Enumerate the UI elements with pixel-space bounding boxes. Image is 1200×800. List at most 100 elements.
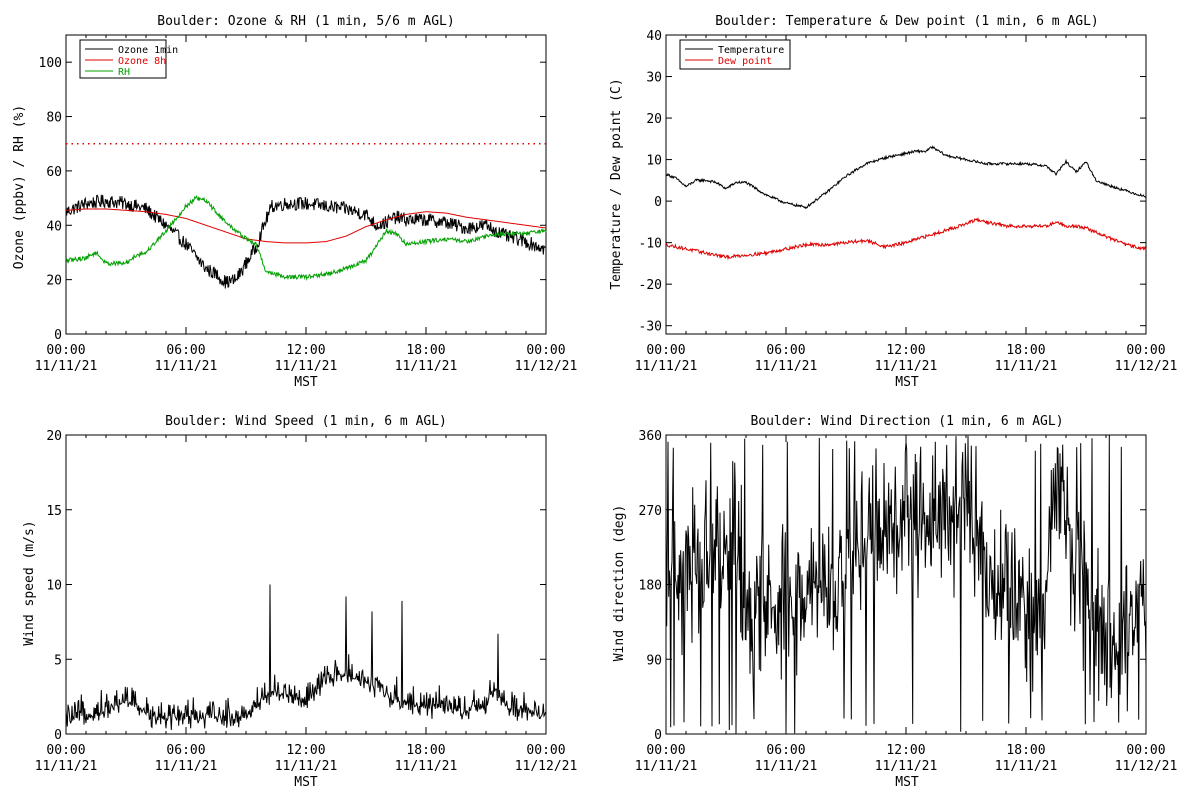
windspeed-y-tick-label: 0 (54, 728, 62, 743)
ozone-x-tick-time: 00:00 (526, 343, 565, 358)
temperature-series-temperature (665, 145, 1147, 210)
ozone-x-tick-date: 11/11/21 (155, 359, 218, 374)
ozone-legend-box (79, 39, 167, 79)
winddir-y-tick-label: 270 (639, 504, 662, 519)
windspeed-plot-area: 0510152000:0011/11/2106:0011/11/2112:001… (35, 429, 578, 774)
windspeed-y-axis-label: Wind speed (m/s) (22, 520, 37, 645)
legend-label-ozone-8h: Ozone 8h (118, 56, 166, 67)
windspeed-x-tick-time: 00:00 (526, 743, 565, 758)
ozone-panel: Boulder: Ozone & RH (1 min, 5/6 m AGL) O… (12, 14, 577, 390)
windspeed-x-tick-date: 11/11/21 (35, 759, 98, 774)
windspeed-y-tick-label: 20 (46, 429, 62, 444)
temperature-y-tick-label: 40 (646, 29, 662, 44)
temperature-legend-box (679, 39, 791, 70)
temperature-y-tick-label: 10 (646, 154, 662, 169)
ozone-y-tick-label: 100 (39, 56, 62, 71)
windspeed-y-tick-label: 15 (46, 504, 62, 519)
winddir-chart-title: Boulder: Wind Direction (1 min, 6 m AGL) (750, 414, 1063, 429)
legend-label-temperature: Temperature (718, 45, 784, 56)
windspeed-y-tick-label: 5 (54, 653, 62, 668)
temperature-y-tick-label: -30 (639, 320, 662, 335)
winddir-x-tick-date: 11/11/21 (755, 759, 818, 774)
temperature-y-tick-label: -20 (639, 278, 662, 293)
windspeed-x-tick-date: 11/11/21 (155, 759, 218, 774)
ozone-y-tick-label: 80 (46, 111, 62, 126)
temperature-y-tick-label: 0 (654, 195, 662, 210)
ozone-y-tick-label: 40 (46, 219, 62, 234)
winddir-panel: Boulder: Wind Direction (1 min, 6 m AGL)… (612, 414, 1177, 790)
temperature-x-tick-date: 11/12/21 (1115, 359, 1178, 374)
temperature-x-tick-date: 11/11/21 (635, 359, 698, 374)
temperature-x-tick-time: 00:00 (1126, 343, 1165, 358)
windspeed-panel: Boulder: Wind Speed (1 min, 6 m AGL) Win… (22, 414, 577, 790)
windspeed-plot-frame (65, 434, 547, 735)
winddir-x-tick-date: 11/12/21 (1115, 759, 1178, 774)
windspeed-x-tick-time: 18:00 (406, 743, 445, 758)
ozone-x-tick-date: 11/11/21 (395, 359, 458, 374)
temperature-legend: Temperature Dew point (679, 39, 791, 70)
windspeed-x-tick-date: 11/11/21 (395, 759, 458, 774)
winddir-x-tick-time: 00:00 (646, 743, 685, 758)
winddir-y-tick-label: 0 (654, 728, 662, 743)
windspeed-x-tick-time: 06:00 (166, 743, 205, 758)
windspeed-x-tick-time: 00:00 (46, 743, 85, 758)
ozone-y-tick-label: 0 (54, 328, 62, 343)
winddir-x-tick-date: 11/11/21 (875, 759, 938, 774)
winddir-y-tick-label: 90 (646, 653, 662, 668)
ozone-x-axis-label: MST (294, 375, 318, 390)
legend-label-ozone-1min: Ozone 1min (118, 45, 178, 56)
ozone-series-rh (65, 195, 547, 281)
ozone-y-axis-label: Ozone (ppbv) / RH (%) (12, 105, 27, 269)
winddir-x-tick-time: 00:00 (1126, 743, 1165, 758)
winddir-x-axis-label: MST (895, 775, 919, 790)
temperature-y-tick-label: 30 (646, 71, 662, 86)
winddir-plot-area: 09018027036000:0011/11/2106:0011/11/2112… (635, 429, 1178, 774)
winddir-x-tick-date: 11/11/21 (635, 759, 698, 774)
temperature-x-tick-date: 11/11/21 (995, 359, 1058, 374)
temperature-x-tick-time: 18:00 (1006, 343, 1045, 358)
winddir-x-tick-date: 11/11/21 (995, 759, 1058, 774)
ozone-y-tick-label: 20 (46, 274, 62, 289)
ozone-x-tick-date: 11/11/21 (35, 359, 98, 374)
temperature-x-tick-time: 00:00 (646, 343, 685, 358)
temperature-x-axis-label: MST (895, 375, 919, 390)
temperature-plot-frame (665, 34, 1147, 335)
windspeed-x-tick-date: 11/12/21 (515, 759, 578, 774)
ozone-x-tick-date: 11/11/21 (275, 359, 338, 374)
winddir-y-tick-label: 360 (639, 429, 662, 444)
temperature-x-tick-time: 12:00 (886, 343, 925, 358)
ozone-chart-title: Boulder: Ozone & RH (1 min, 5/6 m AGL) (157, 14, 454, 29)
temperature-x-tick-date: 11/11/21 (755, 359, 818, 374)
temperature-series-dew-point (666, 216, 1147, 261)
ozone-x-tick-date: 11/12/21 (515, 359, 578, 374)
winddir-y-tick-label: 180 (639, 579, 662, 594)
ozone-plot-area: 02040608010000:0011/11/2106:0011/11/2112… (35, 34, 578, 374)
temperature-y-axis-label: Temperature / Dew point (C) (609, 78, 624, 289)
ozone-x-tick-time: 12:00 (286, 343, 325, 358)
windspeed-x-axis-label: MST (294, 775, 318, 790)
winddir-x-tick-time: 18:00 (1006, 743, 1045, 758)
winddir-x-tick-time: 06:00 (766, 743, 805, 758)
temperature-panel: Boulder: Temperature & Dew point (1 min,… (609, 14, 1177, 390)
windspeed-y-tick-label: 10 (46, 579, 62, 594)
ozone-legend: Ozone 1min Ozone 8h RH (79, 39, 178, 79)
ozone-y-tick-label: 60 (46, 165, 62, 180)
winddir-x-tick-time: 12:00 (886, 743, 925, 758)
ozone-x-tick-time: 18:00 (406, 343, 445, 358)
windspeed-x-tick-time: 12:00 (286, 743, 325, 758)
legend-label-dew-point: Dew point (718, 56, 772, 67)
temperature-y-tick-label: -10 (639, 237, 662, 252)
windspeed-chart-title: Boulder: Wind Speed (1 min, 6 m AGL) (165, 414, 447, 429)
legend-label-rh: RH (118, 67, 130, 78)
winddir-y-axis-label: Wind direction (deg) (612, 505, 627, 662)
winddir-series-wind-direction (665, 435, 1147, 734)
windspeed-series-wind-speed (65, 584, 547, 731)
ozone-series-ozone-8h (66, 208, 547, 244)
temperature-x-tick-time: 06:00 (766, 343, 805, 358)
temperature-x-tick-date: 11/11/21 (875, 359, 938, 374)
temperature-plot-area: -30-20-1001020304000:0011/11/2106:0011/1… (635, 29, 1178, 374)
ozone-series-ozone-1min (65, 194, 547, 289)
ozone-plot-frame (65, 34, 547, 335)
ozone-x-tick-time: 06:00 (166, 343, 205, 358)
